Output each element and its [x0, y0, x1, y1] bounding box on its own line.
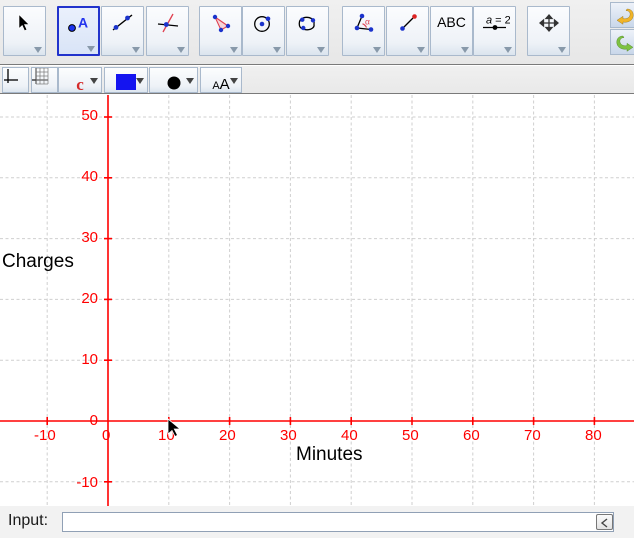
svg-text:α: α: [365, 17, 370, 27]
svg-text:A: A: [78, 15, 88, 31]
svg-text:a = 2: a = 2: [486, 15, 510, 27]
